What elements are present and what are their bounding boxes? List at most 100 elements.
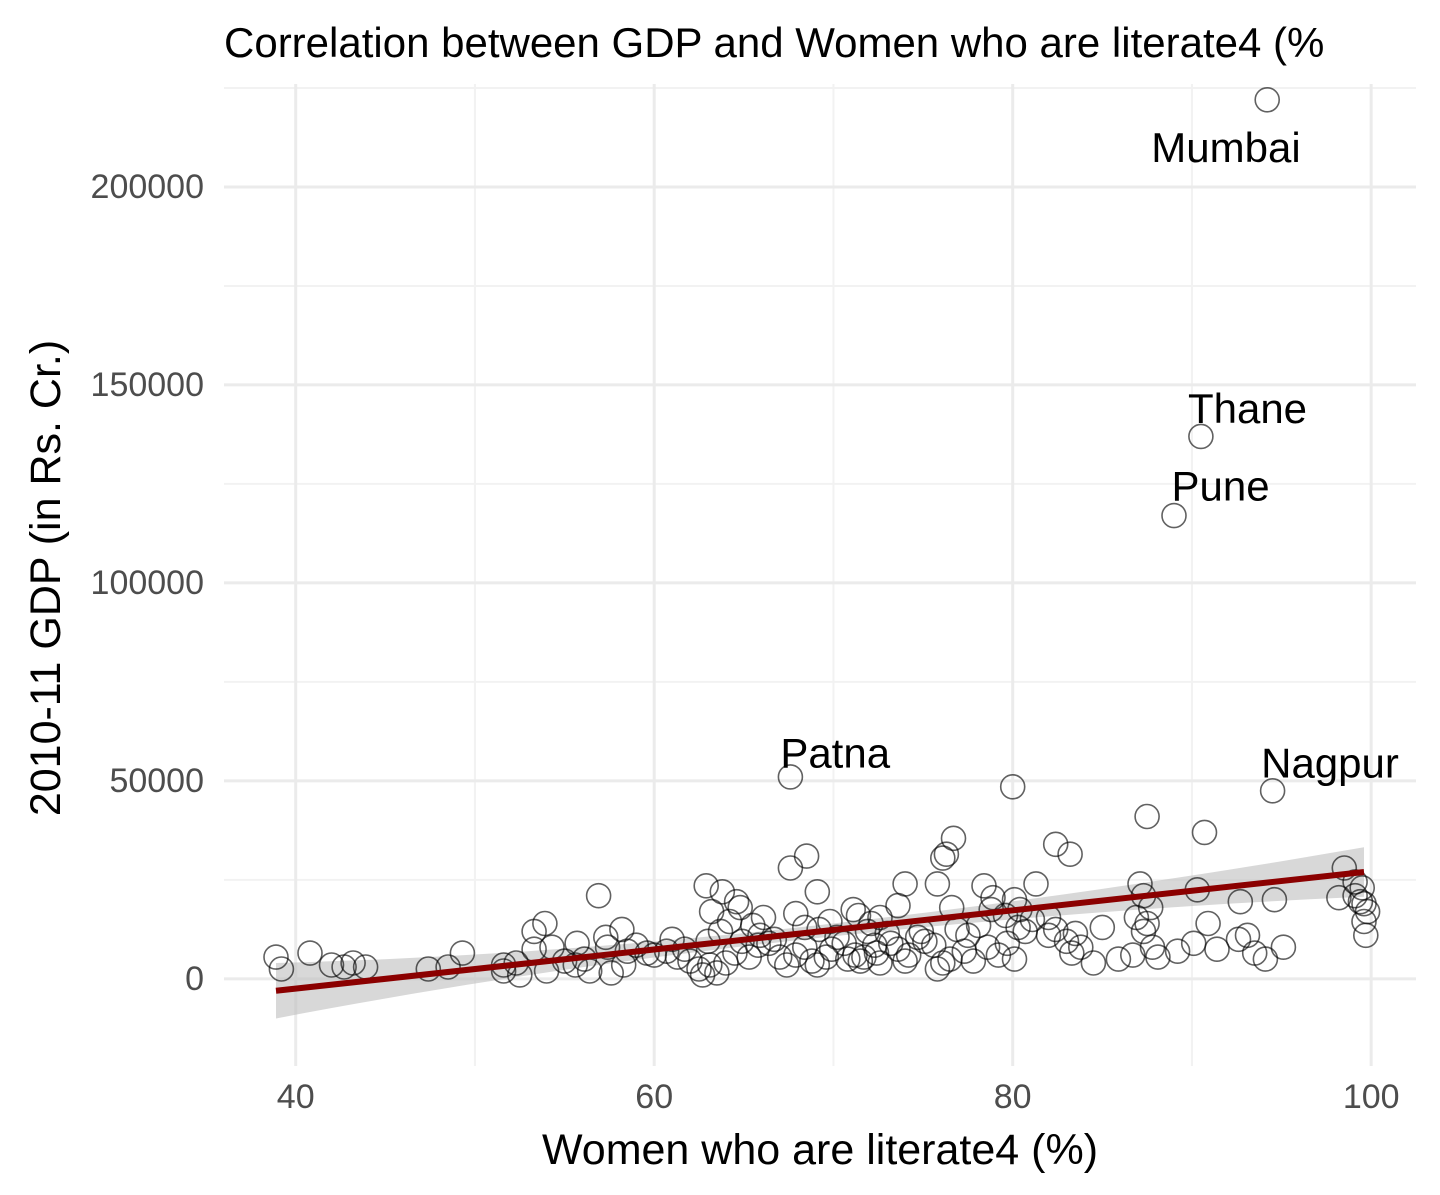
data-point: [1012, 918, 1038, 945]
data-point: [745, 932, 772, 959]
y-axis-title: 2010-11 GDP (in Rs. Cr.): [22, 340, 70, 816]
data-point: [1254, 87, 1280, 113]
data-point: [1326, 884, 1352, 911]
data-point: [723, 888, 750, 915]
data-point: [1130, 918, 1157, 945]
x-tick-label: 60: [635, 1078, 673, 1116]
data-point: [1204, 936, 1230, 963]
data-point: [532, 910, 558, 937]
data-point: [1053, 928, 1080, 955]
data-point: [1123, 904, 1150, 931]
data-point: [1001, 946, 1028, 972]
x-tick-label: 80: [994, 1078, 1032, 1116]
data-point: [756, 930, 782, 957]
data-point: [1351, 908, 1377, 935]
data-point: [592, 924, 619, 951]
data-point: [727, 894, 754, 921]
x-axis-title: Women who are literate4 (%): [542, 1126, 1098, 1174]
data-point: [1161, 502, 1187, 529]
data-point: [863, 940, 890, 966]
data-point: [929, 845, 956, 871]
trend-line: [275, 868, 1365, 994]
data-point: [585, 882, 612, 909]
data-point: [415, 956, 442, 982]
data-point: [1042, 831, 1069, 858]
data-point: [892, 948, 918, 974]
data-point: [885, 892, 911, 919]
data-point: [940, 825, 967, 852]
data-point: [799, 948, 825, 974]
data-point: [1134, 803, 1160, 830]
data-point: [1227, 888, 1254, 915]
data-point: [562, 952, 589, 978]
data-point: [804, 878, 831, 905]
data-point: [263, 944, 289, 970]
data-point: [693, 872, 720, 899]
point-label: Nagpur: [1261, 740, 1399, 787]
data-point: [834, 946, 861, 972]
y-tick-label: 150000: [91, 366, 204, 404]
trend-line-layer: [275, 868, 1365, 994]
data-point: [1270, 934, 1297, 961]
data-point: [992, 902, 1019, 929]
data-point: [1351, 890, 1377, 917]
data-point: [490, 958, 517, 984]
data-point: [1261, 886, 1288, 913]
data-point: [847, 948, 874, 974]
point-label: Mumbai: [1151, 124, 1300, 171]
data-point: [1062, 920, 1089, 947]
y-tick-labels: 0 50000 100000 150000 200000: [91, 168, 204, 998]
data-point: [773, 952, 800, 978]
data-point: [689, 962, 716, 988]
data-point: [854, 918, 881, 945]
data-point: [904, 924, 931, 951]
y-tick-label: 50000: [109, 762, 204, 800]
data-point: [867, 950, 893, 976]
data-point: [659, 926, 685, 953]
data-point: [598, 960, 625, 986]
data-point: [782, 900, 809, 927]
data-point: [877, 930, 904, 957]
data-point: [1331, 855, 1358, 881]
data-point: [929, 950, 956, 976]
data-point: [1188, 423, 1214, 450]
data-point: [268, 956, 295, 982]
data-point: [704, 960, 730, 986]
y-tick-label: 100000: [91, 564, 204, 602]
data-point: [1191, 819, 1218, 846]
data-point: [1259, 777, 1286, 804]
data-point: [1349, 874, 1375, 901]
data-point: [1252, 946, 1279, 972]
data-point: [331, 954, 357, 980]
data-point: [1353, 922, 1379, 949]
data-point: [594, 934, 621, 961]
data-point: [791, 914, 818, 941]
data-point: [994, 930, 1021, 957]
y-tick-label: 200000: [91, 168, 204, 206]
data-point: [777, 855, 804, 881]
data-point: [824, 924, 850, 951]
data-point: [696, 952, 723, 978]
data-point: [1080, 950, 1107, 976]
data-point: [960, 948, 987, 974]
data-point: [804, 952, 831, 978]
data-point: [1164, 938, 1191, 965]
data-point: [623, 932, 650, 959]
point-label: Patna: [780, 730, 890, 777]
data-points: [263, 87, 1381, 988]
data-point: [1195, 910, 1221, 937]
data-point: [716, 908, 743, 935]
x-tick-labels: 40 60 80 100: [277, 1078, 1400, 1116]
data-point: [782, 942, 809, 968]
data-point: [318, 952, 345, 978]
data-point: [999, 773, 1026, 800]
data-point: [709, 878, 736, 905]
data-point: [686, 956, 712, 982]
data-point: [1105, 946, 1132, 972]
data-point: [1057, 841, 1083, 868]
data-point: [933, 841, 960, 868]
data-point: [1145, 944, 1171, 970]
data-point: [1023, 871, 1049, 897]
point-label: Thane: [1188, 385, 1307, 432]
